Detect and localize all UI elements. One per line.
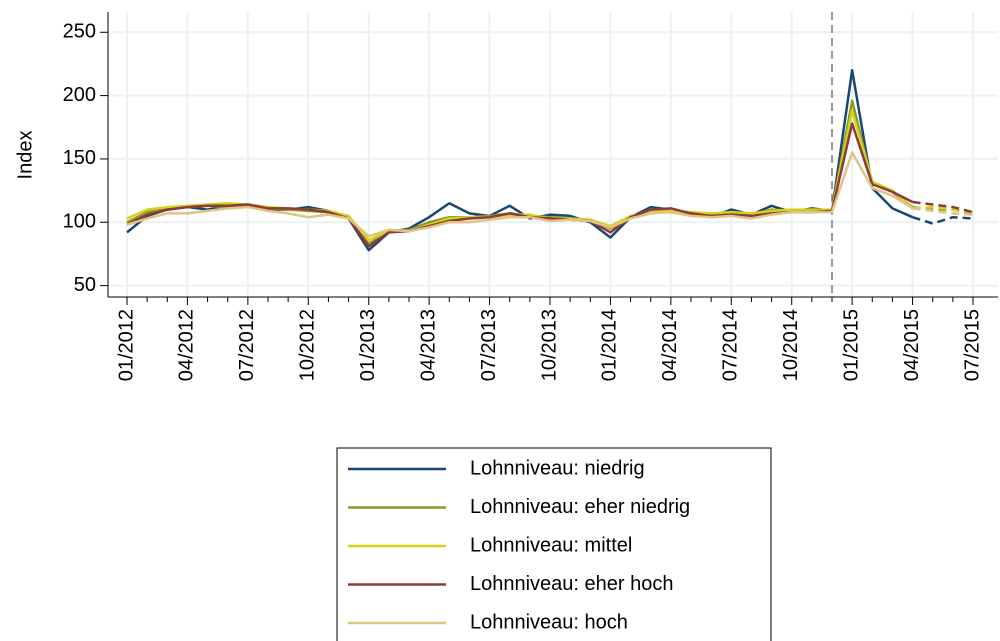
y-tick-label: 150 — [63, 147, 96, 169]
series-line — [126, 151, 914, 238]
x-tick-label: 04/2015 — [901, 309, 923, 381]
x-tick-label: 01/2015 — [840, 309, 862, 381]
x-tick-label: 04/2013 — [417, 309, 439, 381]
legend-label: Lohnniveau: mittel — [470, 534, 632, 556]
y-tick-label: 50 — [74, 274, 96, 296]
forecast-line — [912, 207, 974, 216]
legend-label: Lohnniveau: hoch — [470, 611, 628, 633]
x-tick-label: 01/2014 — [599, 309, 621, 381]
forecast-line — [912, 205, 974, 214]
legend-box — [336, 447, 772, 641]
forecast-line — [912, 215, 974, 225]
x-tick-label: 01/2013 — [357, 309, 379, 381]
x-tick-label: 10/2012 — [297, 309, 319, 381]
forecast-line — [912, 205, 974, 215]
legend-label: Lohnniveau: niedrig — [470, 457, 645, 479]
x-tick-label: 07/2013 — [478, 309, 500, 381]
x-tick-label: 10/2014 — [780, 309, 802, 381]
y-tick-label: 200 — [63, 84, 96, 106]
legend-label: Lohnniveau: eher hoch — [470, 573, 674, 595]
x-tick-label: 07/2015 — [961, 309, 983, 381]
series-line — [126, 122, 914, 248]
x-tick-label: 10/2013 — [538, 309, 560, 381]
x-tick-label: 04/2012 — [176, 309, 198, 381]
x-tick-label: 01/2012 — [115, 309, 137, 381]
x-tick-label: 07/2014 — [720, 309, 742, 381]
x-tick-label: 04/2014 — [659, 309, 681, 381]
y-tick-label: 250 — [63, 21, 96, 43]
legend-label: Lohnniveau: eher niedrig — [470, 496, 690, 518]
x-tick-label: 07/2012 — [236, 309, 258, 381]
y-tick-label: 100 — [63, 211, 96, 233]
series-line — [126, 109, 914, 242]
y-axis-label: Index — [14, 131, 36, 180]
forecast-line — [912, 200, 974, 214]
